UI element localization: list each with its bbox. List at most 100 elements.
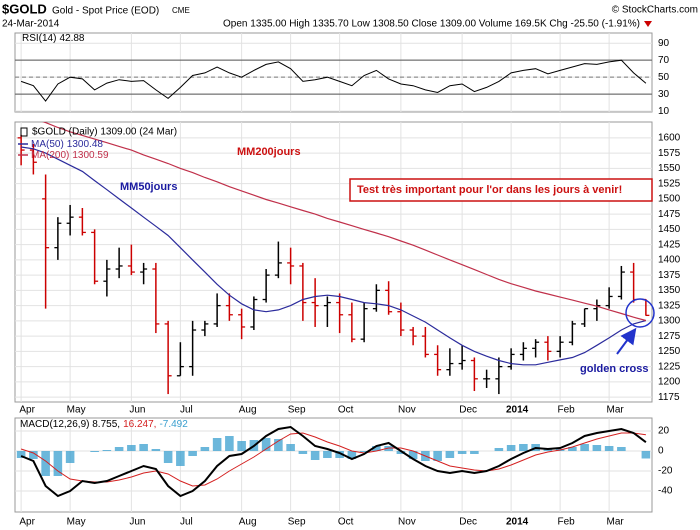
x-tick-label: Jun bbox=[129, 405, 145, 416]
histogram-bar bbox=[114, 447, 124, 451]
histogram-bar bbox=[65, 451, 75, 463]
arrow bbox=[616, 327, 637, 355]
x-tick-label: Feb bbox=[558, 517, 576, 528]
highlight-circle bbox=[625, 298, 655, 328]
x-tick-label: Mar bbox=[607, 517, 625, 528]
plot-layer: 10 30 50 70 90 RSI(14) 42.88 1175 1200 1225 1250 12… bbox=[15, 33, 681, 528]
symbol: $GOLD bbox=[2, 1, 47, 16]
y-tick-label: 1475 bbox=[658, 209, 681, 220]
x-tick-label: Sep bbox=[288, 405, 306, 416]
x-tick-label: Sep bbox=[288, 517, 306, 528]
histogram-bar bbox=[457, 451, 467, 454]
y-tick-label: 1500 bbox=[658, 194, 681, 205]
legend-item: -7.492 bbox=[159, 419, 188, 430]
histogram-bar bbox=[127, 445, 136, 451]
price-frame bbox=[14, 121, 653, 403]
instrument-name: Gold - Spot Price (EOD) bbox=[52, 6, 159, 17]
legend-value: 1300.48 bbox=[67, 139, 104, 150]
x-tick-label: Aug bbox=[239, 405, 257, 416]
line bbox=[21, 146, 647, 366]
legend-name: RSI(14) bbox=[22, 33, 56, 44]
y-tick-label: 30 bbox=[658, 89, 670, 100]
histogram-bar bbox=[408, 451, 418, 459]
histogram-bar bbox=[188, 451, 197, 456]
histogram-bar bbox=[506, 445, 516, 451]
y-tick-label: 1225 bbox=[658, 361, 681, 372]
histogram-bar bbox=[568, 447, 577, 451]
y-tick-label: 0 bbox=[658, 446, 664, 457]
y-tick-label: 1350 bbox=[658, 285, 681, 296]
annotation-box bbox=[349, 178, 653, 202]
histogram-bar bbox=[310, 451, 320, 460]
histogram-bar bbox=[641, 451, 651, 459]
histogram-bar bbox=[323, 451, 332, 458]
histogram-bar bbox=[519, 444, 528, 451]
y-tick-label: 1425 bbox=[658, 239, 681, 250]
histogram-bar bbox=[433, 451, 442, 461]
stats: Open 1335.00 High 1335.70 Low 1308.50 Cl… bbox=[223, 19, 640, 30]
x-tick-label: Apr bbox=[19, 405, 35, 416]
legend-icon bbox=[20, 127, 28, 137]
histogram-bar bbox=[335, 451, 344, 458]
histogram-bar bbox=[176, 451, 185, 466]
legend-item: 16.247, bbox=[123, 419, 156, 430]
y-tick-label: 1325 bbox=[658, 300, 681, 311]
y-tick-label: 1600 bbox=[658, 133, 681, 144]
x-tick-label: 2014 bbox=[506, 405, 529, 416]
histogram-bar bbox=[41, 451, 50, 476]
histogram-bar bbox=[592, 445, 602, 451]
x-tick-label: Nov bbox=[398, 517, 416, 528]
histogram-bar bbox=[298, 451, 308, 454]
histogram-bar bbox=[359, 451, 369, 452]
y-tick-label: 1375 bbox=[658, 270, 681, 281]
x-tick-label: Dec bbox=[459, 405, 477, 416]
histogram-bar bbox=[139, 444, 148, 451]
x-tick-label: Jul bbox=[180, 405, 193, 416]
legend-item: MACD(12,26,9) 8.755, bbox=[20, 419, 120, 430]
histogram-bar bbox=[53, 451, 63, 476]
rsi-frame bbox=[14, 32, 653, 113]
histogram-bar bbox=[372, 446, 381, 451]
histogram-bar bbox=[29, 451, 38, 459]
x-tick-label: Oct bbox=[338, 517, 354, 528]
histogram-bar bbox=[212, 438, 222, 451]
histogram-bar bbox=[102, 450, 112, 451]
date: 24-Mar-2014 bbox=[2, 19, 60, 30]
x-tick-label: Apr bbox=[19, 517, 35, 528]
histogram-bar bbox=[396, 451, 406, 454]
y-tick-label: 50 bbox=[658, 72, 670, 83]
y-tick-label: 70 bbox=[658, 55, 670, 66]
histogram-bar bbox=[163, 451, 173, 463]
y-tick-label: 1450 bbox=[658, 224, 681, 235]
histogram-bar bbox=[225, 436, 234, 451]
y-tick-label: 20 bbox=[658, 426, 670, 437]
annotation: MM50jours bbox=[120, 181, 177, 193]
y-tick-label: -20 bbox=[658, 466, 673, 477]
histogram-bar bbox=[200, 447, 210, 451]
y-tick-label: 1175 bbox=[658, 392, 680, 403]
line bbox=[20, 432, 646, 487]
histogram-bar bbox=[16, 451, 26, 458]
line bbox=[20, 59, 647, 102]
histogram-bar bbox=[580, 444, 589, 451]
legend-value: 42.88 bbox=[59, 33, 84, 44]
x-tick-label: Jul bbox=[180, 517, 193, 528]
y-tick-label: -40 bbox=[658, 486, 673, 497]
x-tick-label: 2014 bbox=[506, 517, 529, 528]
macd-frame bbox=[14, 417, 653, 513]
line bbox=[42, 122, 647, 322]
x-tick-label: Dec bbox=[459, 517, 477, 528]
histogram-bar bbox=[347, 451, 357, 459]
legend: MA(200) 1300.59 bbox=[31, 150, 109, 161]
histogram-bar bbox=[445, 451, 455, 458]
y-tick-label: 1300 bbox=[658, 316, 681, 327]
legend: MA(50) 1300.48 bbox=[31, 139, 103, 150]
legend-name: MA(200) bbox=[31, 150, 69, 161]
legend: $GOLD (Daily) 1309.00 (24 Mar) bbox=[32, 127, 177, 138]
price-bars bbox=[17, 122, 650, 395]
x-tick-label: Nov bbox=[398, 405, 416, 416]
histogram-bar bbox=[470, 451, 479, 454]
y-tick-label: 1550 bbox=[658, 163, 681, 174]
source: © StockCharts.com bbox=[612, 5, 698, 16]
x-tick-label: Feb bbox=[558, 405, 576, 416]
